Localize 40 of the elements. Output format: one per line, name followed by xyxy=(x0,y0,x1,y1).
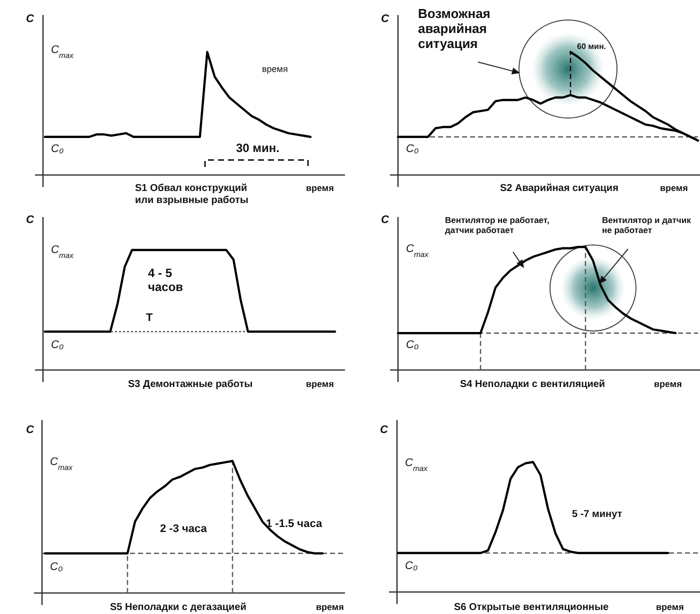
annotation: 2 -3 часа xyxy=(160,523,208,535)
text: 60 мин. xyxy=(577,42,606,51)
text: S4 Неполадки с вентиляцией xyxy=(460,379,606,390)
annotation: C₀ xyxy=(405,560,418,572)
annotation: C$_{max}$ xyxy=(51,44,75,60)
y-axis-title: C xyxy=(26,424,35,436)
annotation: C₀ xyxy=(406,143,419,155)
annotation: C₀ xyxy=(51,339,64,351)
y-axis-title: C xyxy=(380,424,389,436)
annotation: C$_{max}$ xyxy=(51,244,75,260)
annotation: C$_{max}$ xyxy=(50,456,74,472)
annotation: 5 -7 минут xyxy=(572,509,622,520)
x-axis-title: время xyxy=(316,602,344,612)
text: S3 Демонтажные работы xyxy=(128,379,253,390)
text: S2 Аварийная ситуация xyxy=(500,183,619,194)
text: Возможная аварийная ситуация xyxy=(418,6,490,51)
text: S6 Открытые вентиляционные xyxy=(454,602,609,613)
text: S5 Неполадки с дегазацией xyxy=(110,602,246,613)
annotation: C$_{max}$ xyxy=(406,243,430,258)
annotation: 30 мин. xyxy=(236,141,280,155)
annotation: C₀ xyxy=(406,339,419,351)
text: S1 Обвал конструкций или взрывные работы xyxy=(135,183,248,206)
x-axis-title: время xyxy=(656,602,684,612)
y-axis-title: C xyxy=(26,13,35,25)
text: Вентилятор и датчик не работает xyxy=(602,215,692,235)
x-axis-title: время xyxy=(660,183,688,193)
y-axis-title: C xyxy=(381,13,390,25)
text: Вентилятор не работает, датчик работает xyxy=(445,215,550,235)
x-axis-title: время xyxy=(306,183,334,193)
x-axis-title: время xyxy=(306,379,334,389)
y-axis-title: C xyxy=(26,214,35,226)
y-axis-title: C xyxy=(381,214,390,226)
annotation: время xyxy=(262,64,288,74)
annotation: C₀ xyxy=(51,143,64,155)
annotation: 1 -1.5 часа xyxy=(266,518,323,530)
annotation: C₀ xyxy=(50,561,63,573)
x-axis-title: время xyxy=(654,379,682,389)
annotation: 4 - 5 часов xyxy=(148,266,184,294)
annotation: C$_{max}$ xyxy=(405,457,429,472)
ref-line-label: T xyxy=(146,312,153,324)
